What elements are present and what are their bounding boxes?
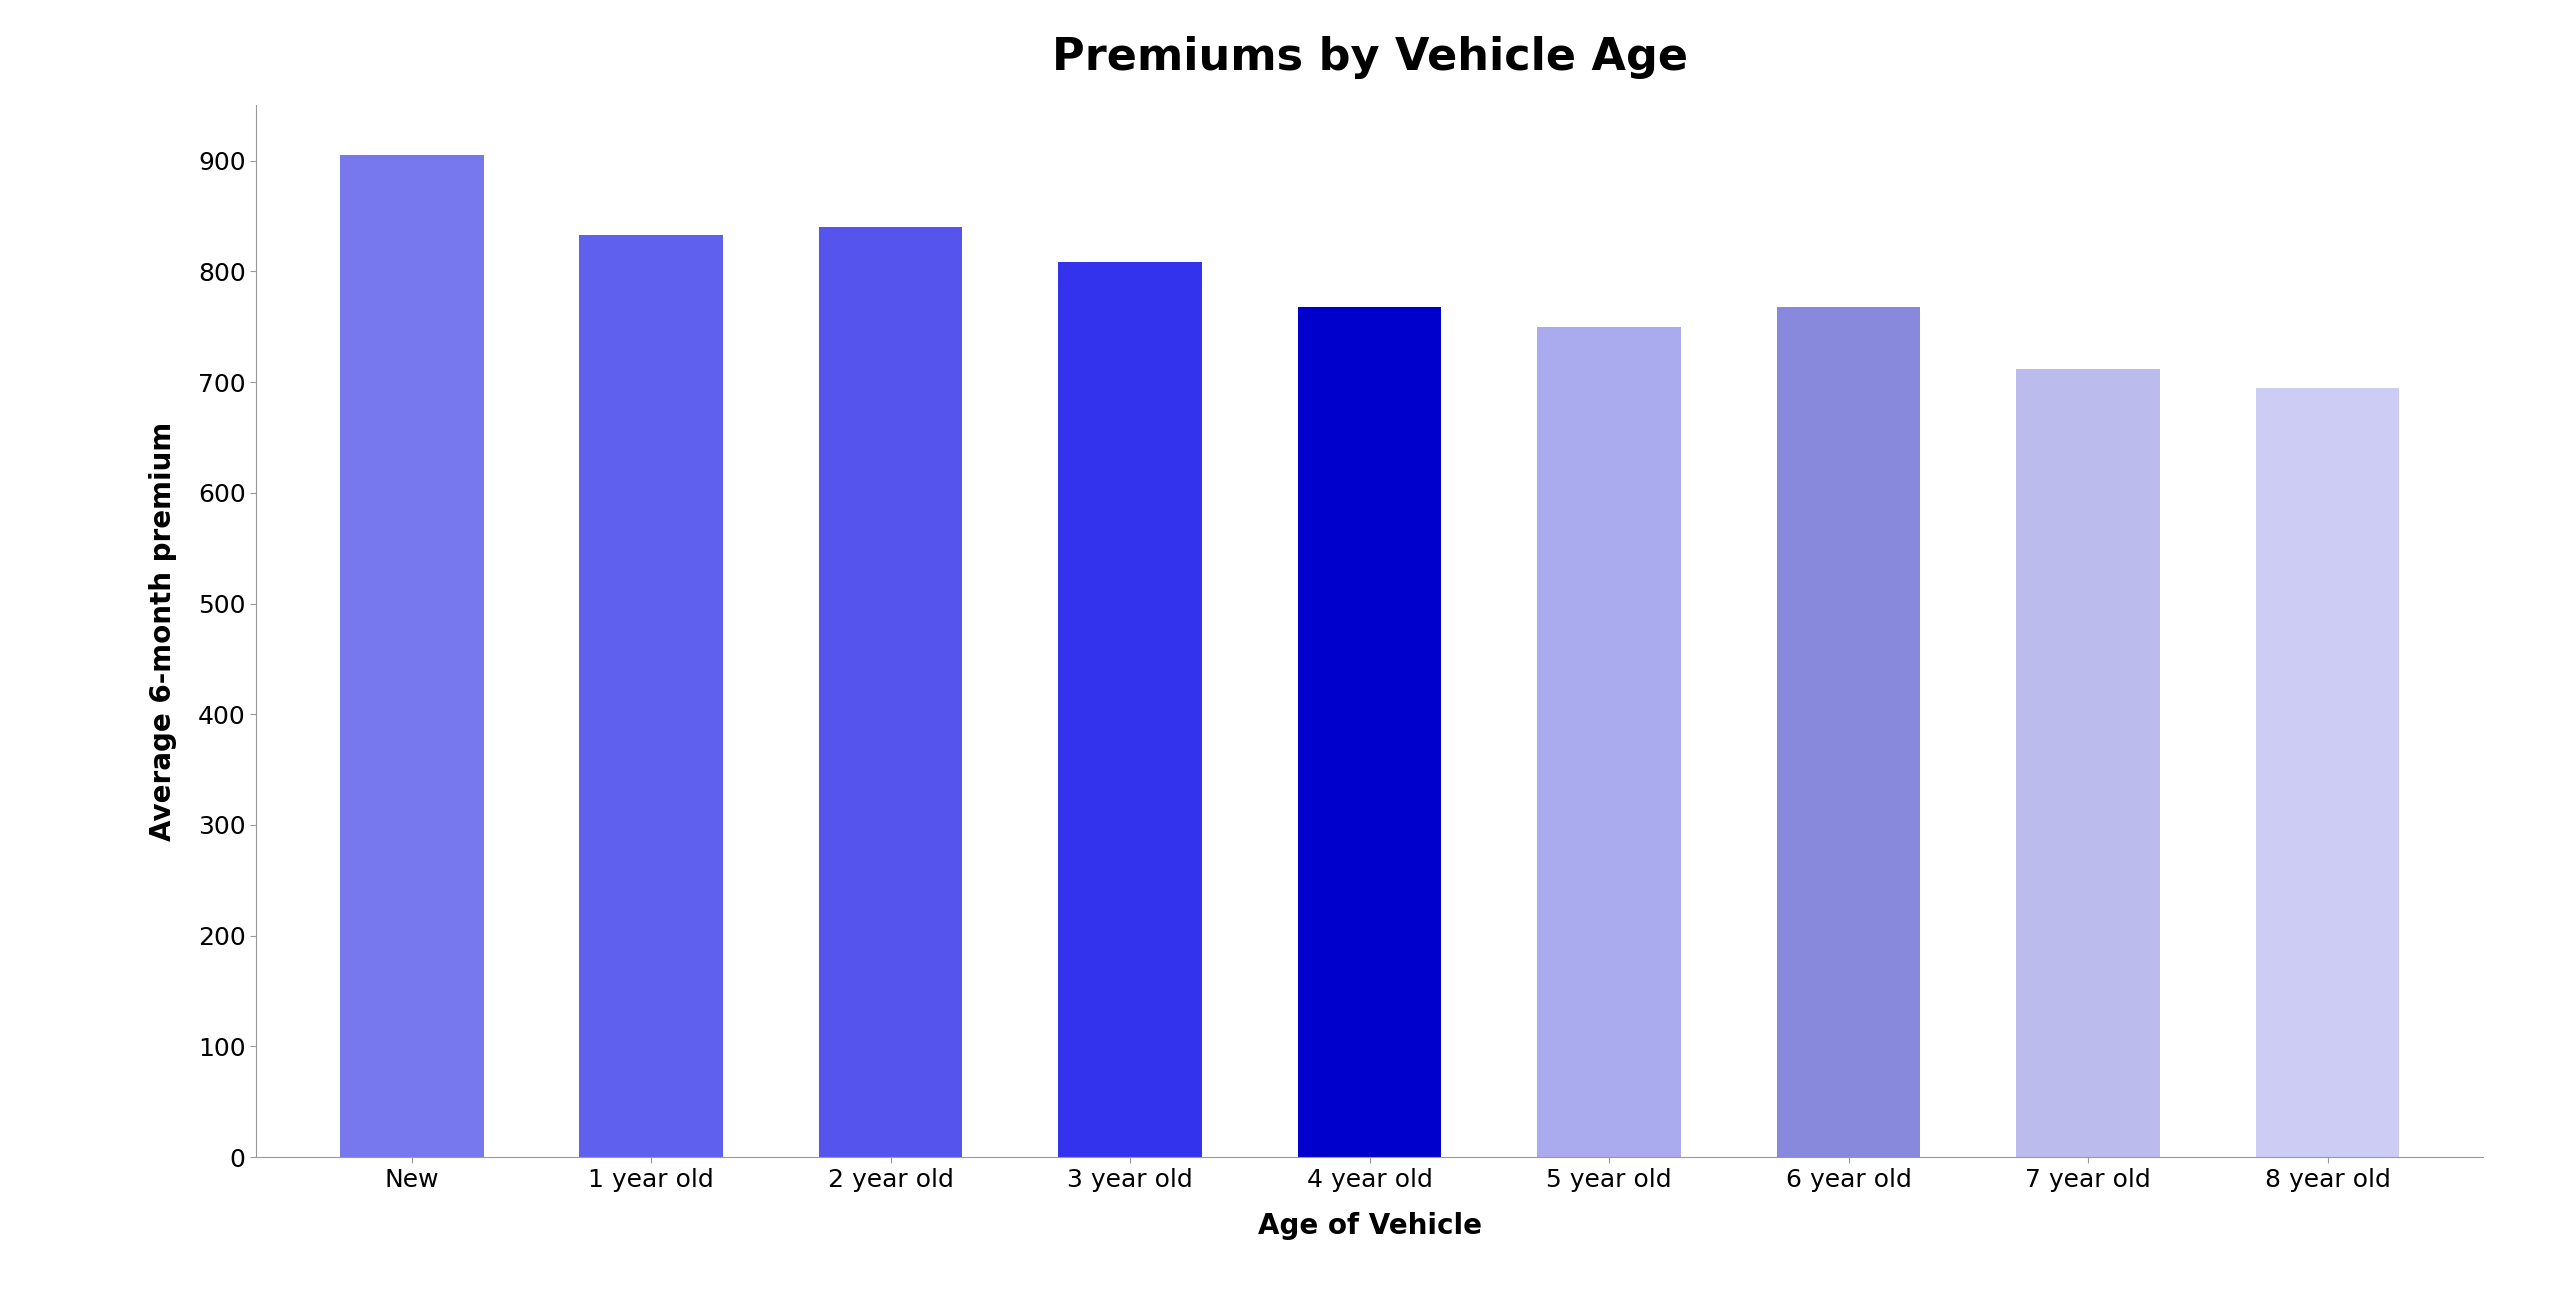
Bar	[2017, 368, 2161, 1157]
Bar	[1536, 326, 1682, 1157]
Bar	[1777, 306, 1920, 1157]
Bar	[2255, 388, 2399, 1157]
X-axis label: Age of Vehicle: Age of Vehicle	[1257, 1212, 1482, 1240]
Bar	[1057, 263, 1203, 1157]
Bar	[579, 235, 722, 1157]
Y-axis label: Average 6-month premium: Average 6-month premium	[148, 422, 177, 840]
Bar	[340, 155, 484, 1157]
Title: Premiums by Vehicle Age: Premiums by Vehicle Age	[1052, 37, 1687, 79]
Bar	[819, 227, 963, 1157]
Bar	[1298, 306, 1441, 1157]
